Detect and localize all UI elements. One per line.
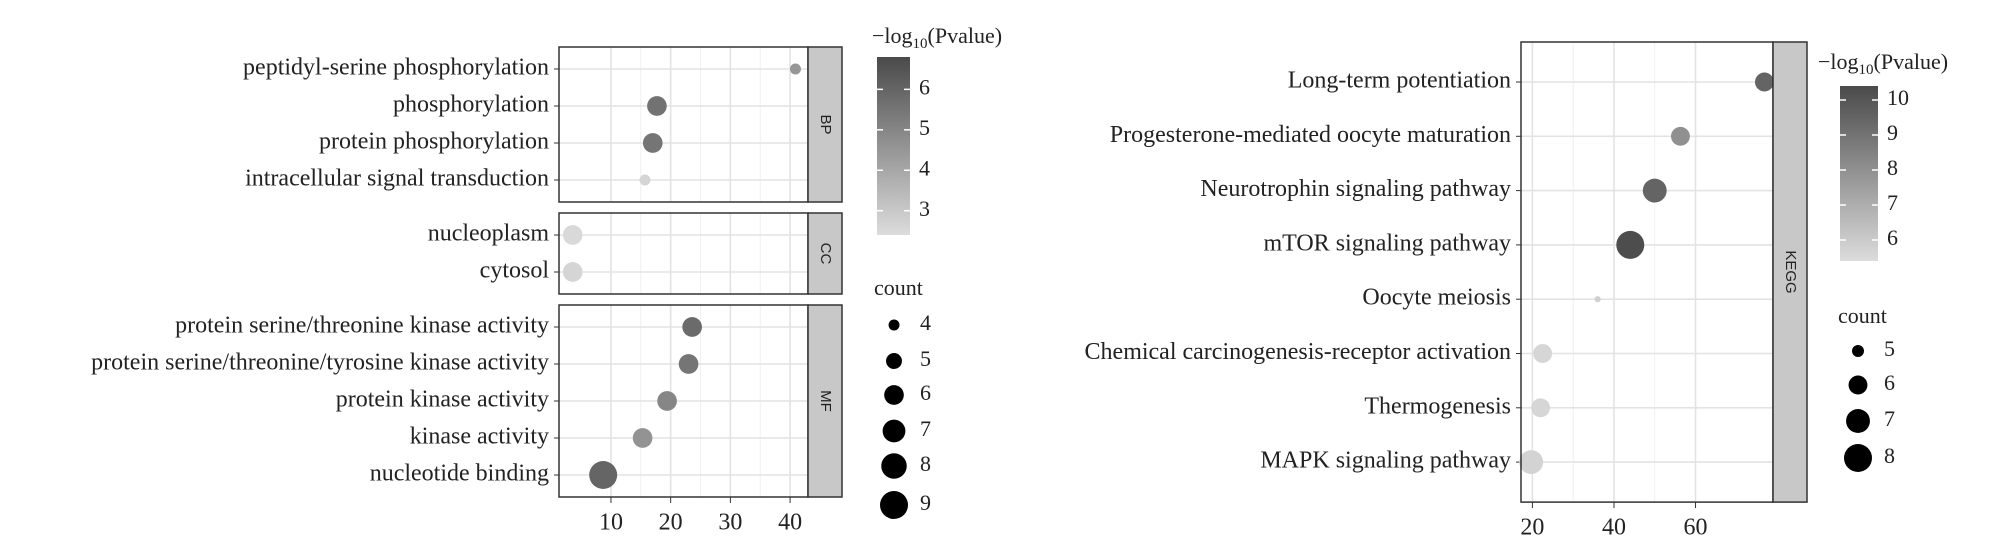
- size-key: [888, 319, 900, 331]
- facet-strip: [807, 212, 843, 295]
- size-label: 6: [1884, 370, 1895, 395]
- category-label: protein phosphorylation: [319, 129, 549, 155]
- colorbar-label: 3: [919, 196, 930, 221]
- size-key: [880, 491, 908, 519]
- facet-strip: [807, 46, 843, 203]
- x-tick-label: 60: [1684, 515, 1708, 541]
- category-label: protein serine/threonine/tyrosine kinase…: [91, 350, 549, 376]
- panel: [1521, 42, 1773, 503]
- colorbar-label: 8: [1887, 155, 1898, 180]
- dot: [657, 391, 677, 411]
- dot: [1533, 344, 1553, 363]
- size-label: 4: [920, 310, 931, 335]
- dot: [589, 461, 618, 489]
- colorbar: [877, 57, 910, 235]
- x-tick-label: 40: [1602, 515, 1626, 541]
- category-label: mTOR signaling pathway: [1263, 230, 1511, 256]
- size-legend-title: count: [1838, 303, 1887, 328]
- colorbar-label: 7: [1887, 190, 1898, 215]
- category-label: peptidyl-serine phosphorylation: [243, 55, 549, 81]
- legend-title-tail: (Pvalue): [1874, 49, 1949, 74]
- dot: [1754, 72, 1774, 92]
- size-label: 8: [920, 451, 931, 476]
- dot: [1616, 230, 1645, 259]
- legend-title-tail: (Pvalue): [928, 23, 1003, 48]
- facet-label: MF: [817, 390, 834, 412]
- colorbar: [1840, 86, 1878, 261]
- panel: [559, 213, 808, 294]
- x-tick-label: 20: [1520, 515, 1544, 541]
- size-key: [1846, 409, 1870, 433]
- size-label: 7: [1884, 406, 1895, 431]
- x-tick-label: 40: [778, 510, 802, 536]
- size-label: 5: [1884, 336, 1895, 361]
- size-key: [882, 419, 906, 443]
- category-label: Oocyte meiosis: [1362, 285, 1511, 311]
- size-key: [1852, 345, 1864, 357]
- x-tick-label: 20: [659, 510, 683, 536]
- colorbar-label: 10: [1887, 85, 1909, 110]
- category-label: Neurotrophin signaling pathway: [1200, 176, 1511, 202]
- category-label: protein kinase activity: [336, 387, 549, 413]
- size-key: [884, 385, 904, 405]
- dot: [1594, 296, 1601, 303]
- facet-label: BP: [817, 114, 834, 134]
- legend-title-main: −log: [1818, 49, 1859, 74]
- panel: [559, 47, 808, 202]
- size-label: 5: [920, 346, 931, 371]
- dot: [632, 428, 653, 448]
- category-label: cytosol: [480, 258, 550, 284]
- x-tick-label: 30: [718, 510, 742, 536]
- dot: [562, 225, 583, 245]
- legend-title: −log10(Pvalue): [1818, 49, 1948, 78]
- size-label: 9: [920, 490, 931, 515]
- category-label: kinase activity: [410, 424, 549, 450]
- colorbar-label: 6: [1887, 225, 1898, 250]
- legend-title: −log10(Pvalue): [872, 23, 1002, 52]
- facet-label: CC: [817, 243, 834, 265]
- dot: [639, 174, 651, 186]
- dot: [1519, 450, 1544, 475]
- size-legend-title: count: [874, 275, 923, 300]
- category-label: nucleoplasm: [428, 221, 550, 247]
- category-label: Long-term potentiation: [1288, 68, 1511, 94]
- dot: [682, 317, 702, 337]
- legend-title-sub: 10: [1859, 62, 1874, 78]
- category-label: phosphorylation: [393, 92, 549, 118]
- category-label: Chemical carcinogenesis-receptor activat…: [1085, 339, 1511, 365]
- colorbar-label: 6: [919, 74, 930, 99]
- category-label: nucleotide binding: [370, 461, 549, 487]
- dot: [1642, 178, 1667, 203]
- colorbar-label: 4: [919, 155, 930, 180]
- facet-strip: [1772, 41, 1808, 503]
- dot: [647, 96, 667, 116]
- category-label: MAPK signaling pathway: [1260, 448, 1511, 474]
- size-label: 7: [920, 416, 931, 441]
- size-label: 6: [920, 380, 931, 405]
- size-key: [1848, 375, 1868, 395]
- category-label: protein serine/threonine kinase activity: [175, 313, 549, 339]
- facet-label: KEGG: [1782, 250, 1799, 293]
- size-key: [1844, 444, 1872, 472]
- category-label: intracellular signal transduction: [245, 166, 549, 192]
- size-label: 8: [1884, 443, 1895, 468]
- colorbar-label: 5: [919, 115, 930, 140]
- legend-title-main: −log: [872, 23, 913, 48]
- dot: [1531, 398, 1551, 418]
- dot: [562, 262, 583, 282]
- x-tick-label: 10: [599, 510, 623, 536]
- category-label: Progesterone-mediated oocyte maturation: [1110, 122, 1511, 148]
- size-key: [881, 453, 907, 479]
- dot: [678, 354, 699, 374]
- dot: [1670, 126, 1690, 146]
- category-label: Thermogenesis: [1364, 393, 1511, 419]
- colorbar-label: 9: [1887, 120, 1898, 145]
- dot: [789, 63, 801, 75]
- dot: [642, 133, 663, 153]
- legend-title-sub: 10: [913, 36, 928, 52]
- size-key: [886, 353, 902, 369]
- facet-strip: [807, 304, 843, 498]
